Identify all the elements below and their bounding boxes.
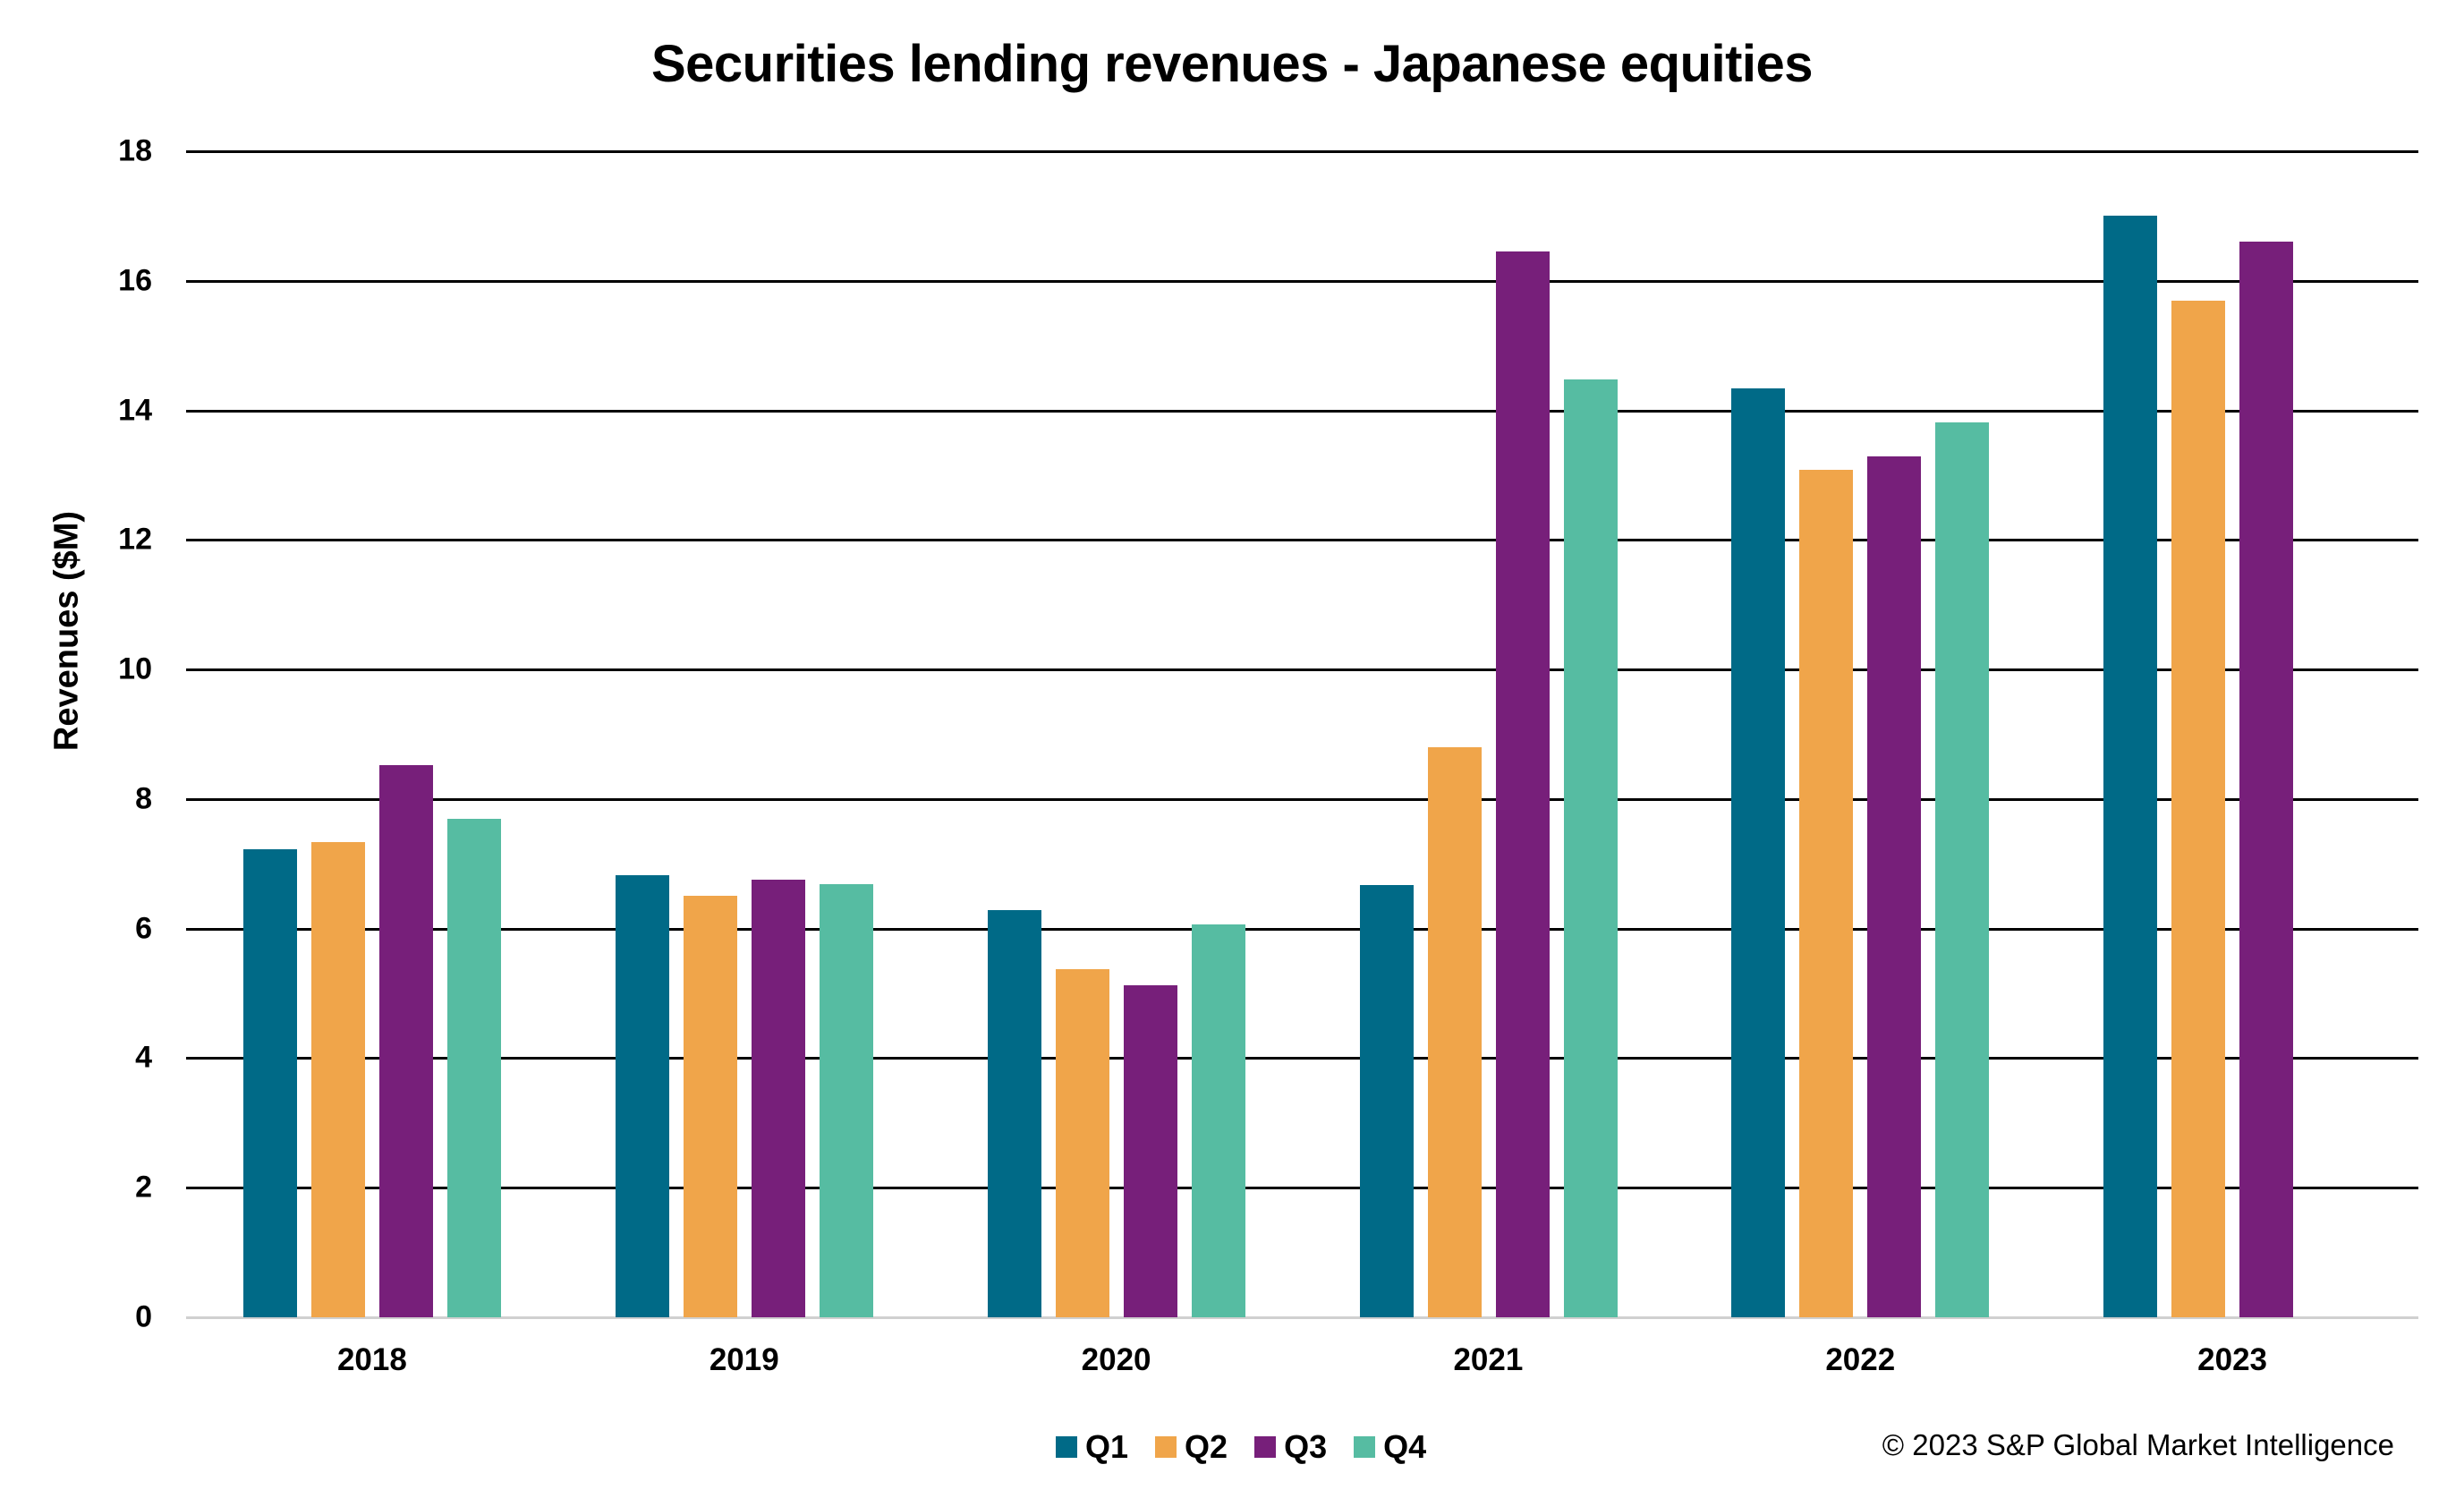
- chart-title: Securities lending revenues - Japanese e…: [650, 35, 1814, 93]
- bar-q1-2019: [615, 874, 669, 1317]
- legend-item-q1: Q1: [1056, 1428, 1128, 1466]
- x-tick-label: 2020: [1081, 1342, 1151, 1377]
- legend-label: Q3: [1284, 1428, 1328, 1465]
- bar-q1-2023: [2103, 216, 2158, 1317]
- bar-q3-2023: [2239, 242, 2294, 1317]
- bar-q2-2023: [2171, 300, 2226, 1317]
- legend-label: Q1: [1085, 1428, 1129, 1465]
- y-tick-label: 4: [135, 1040, 152, 1075]
- bar-q2-2018: [311, 841, 365, 1317]
- y-tick-label: 2: [135, 1170, 152, 1205]
- gridline: [186, 150, 2418, 153]
- copyright-note: © 2023 S&P Global Market Intelligence: [1882, 1428, 2394, 1461]
- legend-item-q4: Q4: [1354, 1428, 1426, 1466]
- bar-q2-2021: [1427, 746, 1482, 1317]
- y-tick-label: 14: [118, 393, 152, 428]
- gridline: [186, 797, 2418, 801]
- legend-swatch-icon: [1254, 1436, 1277, 1458]
- gridline: [186, 279, 2418, 283]
- x-tick-label: 2021: [1453, 1342, 1524, 1377]
- bar-q1-2022: [1731, 387, 1786, 1317]
- bar-q3-2022: [1867, 456, 1922, 1317]
- bar-q1-2020: [987, 909, 1041, 1317]
- y-tick-label: 6: [135, 911, 152, 946]
- gridline: [186, 1187, 2418, 1190]
- y-tick-label: 10: [118, 651, 152, 686]
- bar-q3-2018: [379, 764, 433, 1317]
- legend-item-q3: Q3: [1254, 1428, 1327, 1466]
- legend: Q1 Q2 Q3 Q4: [1056, 1428, 1453, 1466]
- bar-q4-2021: [1563, 379, 1618, 1317]
- x-tick-label: 2019: [709, 1342, 779, 1377]
- legend-swatch-icon: [1155, 1436, 1177, 1458]
- gridline: [186, 409, 2418, 413]
- legend-swatch-icon: [1056, 1436, 1077, 1458]
- legend-label: Q4: [1383, 1428, 1427, 1465]
- gridline: [186, 539, 2418, 542]
- y-tick-label: 12: [118, 522, 152, 557]
- bar-q4-2022: [1935, 421, 1990, 1317]
- bar-q4-2018: [447, 819, 501, 1317]
- gridline: [186, 927, 2418, 931]
- y-tick-label: 8: [135, 781, 152, 816]
- x-axis-baseline: [186, 1316, 2418, 1319]
- bar-q1-2018: [243, 849, 297, 1317]
- legend-item-q2: Q2: [1155, 1428, 1228, 1466]
- plot-area: [186, 150, 2418, 1319]
- bar-q1-2021: [1359, 885, 1414, 1317]
- bar-q2-2019: [683, 896, 737, 1317]
- bar-q4-2019: [819, 884, 873, 1317]
- x-tick-label: 2023: [2197, 1342, 2268, 1377]
- y-tick-label: 0: [135, 1299, 152, 1334]
- x-tick-label: 2018: [336, 1342, 407, 1377]
- bar-q4-2020: [1191, 924, 1245, 1317]
- x-tick-label: 2022: [1825, 1342, 1896, 1377]
- bar-q3-2021: [1495, 251, 1550, 1317]
- y-tick-label: 16: [118, 263, 152, 298]
- bar-q2-2022: [1799, 470, 1854, 1317]
- legend-swatch-icon: [1354, 1436, 1376, 1458]
- gridline: [186, 1057, 2418, 1060]
- bar-q3-2020: [1123, 985, 1177, 1317]
- gridline: [186, 668, 2418, 672]
- y-tick-label: 18: [118, 133, 152, 168]
- bar-q3-2019: [751, 879, 805, 1317]
- legend-label: Q2: [1185, 1428, 1228, 1465]
- bar-q2-2020: [1055, 968, 1109, 1317]
